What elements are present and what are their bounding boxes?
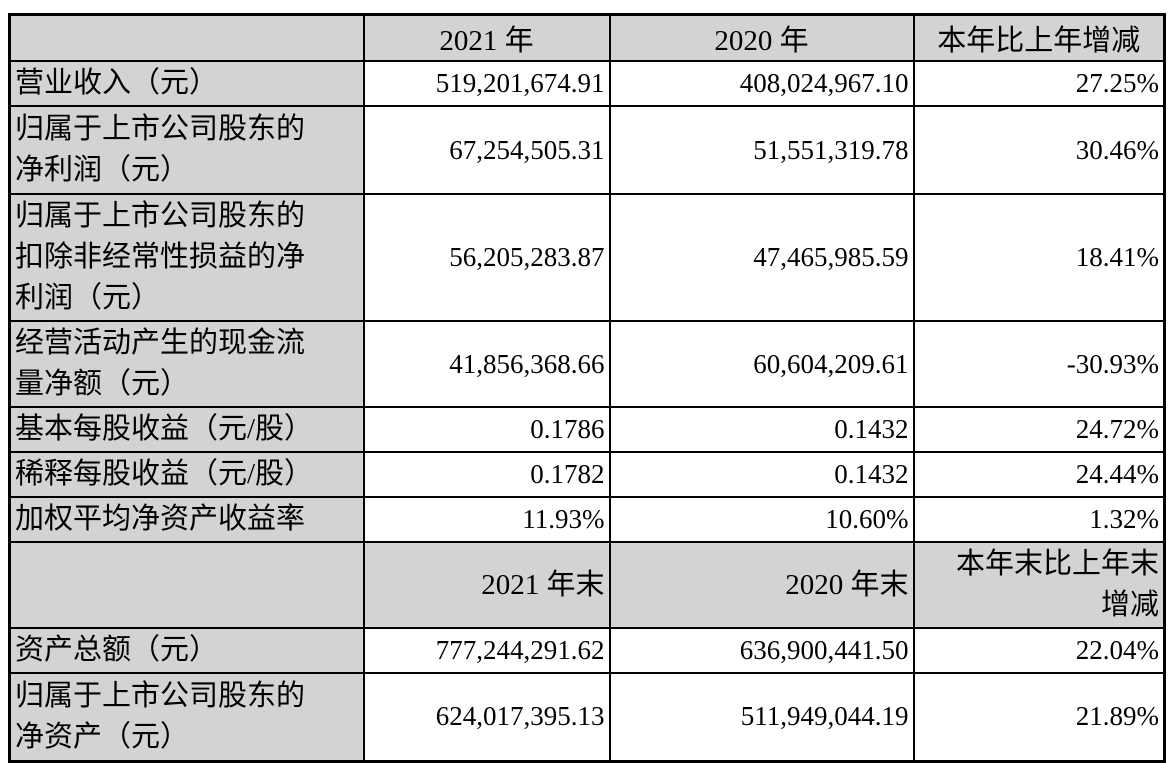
value-2021-cell: 0.1786 <box>362 406 611 453</box>
table-row: 归属于上市公司股东的 净资产（元） 624,017,395.13 511,949… <box>8 672 1166 762</box>
period-header-row: 2021 年 2020 年 本年比上年增减 <box>8 13 1166 62</box>
value-change-cell: 22.04% <box>912 627 1166 674</box>
value-2021-cell: 11.93% <box>362 496 611 543</box>
table-row: 营业收入（元） 519,201,674.91 408,024,967.10 27… <box>8 60 1166 107</box>
row-label-cell: 基本每股收益（元/股） <box>8 406 365 453</box>
value-2020-cell: 10.60% <box>608 496 915 543</box>
header-2020-cell: 2020 年 <box>608 13 915 62</box>
financial-summary-section: 2021 年 2020 年 本年比上年增减 营业收入（元） 519,201,67… <box>8 13 1166 763</box>
header-item-cell <box>8 541 365 629</box>
header-2021-yearend-cell: 2021 年末 <box>362 541 611 629</box>
table-row: 稀释每股收益（元/股） 0.1782 0.1432 24.44% <box>8 451 1166 498</box>
row-label-cell: 营业收入（元） <box>8 60 365 107</box>
value-change-cell: -30.93% <box>912 320 1166 408</box>
value-2020-cell: 408,024,967.10 <box>608 60 915 107</box>
value-2021-cell: 519,201,674.91 <box>362 60 611 107</box>
value-2020-cell: 0.1432 <box>608 451 915 498</box>
header-yearend-change-cell: 本年末比上年末 增减 <box>912 541 1166 629</box>
row-label-cell: 经营活动产生的现金流 量净额（元） <box>8 320 365 408</box>
value-2020-cell: 51,551,319.78 <box>608 105 915 195</box>
value-change-cell: 24.72% <box>912 406 1166 453</box>
row-label-cell: 归属于上市公司股东的 净利润（元） <box>8 105 365 195</box>
value-2020-cell: 511,949,044.19 <box>608 672 915 762</box>
value-change-cell: 1.32% <box>912 496 1166 543</box>
value-change-cell: 30.46% <box>912 105 1166 195</box>
value-2020-cell: 47,465,985.59 <box>608 193 915 322</box>
row-label-cell: 加权平均净资产收益率 <box>8 496 365 543</box>
value-2020-cell: 636,900,441.50 <box>608 627 915 674</box>
value-change-cell: 18.41% <box>912 193 1166 322</box>
table-row: 资产总额（元） 777,244,291.62 636,900,441.50 22… <box>8 627 1166 674</box>
value-2021-cell: 67,254,505.31 <box>362 105 611 195</box>
value-2021-cell: 41,856,368.66 <box>362 320 611 408</box>
value-2021-cell: 777,244,291.62 <box>362 627 611 674</box>
header-2021-cell: 2021 年 <box>362 13 611 62</box>
value-2021-cell: 0.1782 <box>362 451 611 498</box>
header-2020-yearend-cell: 2020 年末 <box>608 541 915 629</box>
table-row: 归属于上市公司股东的 扣除非经常性损益的净 利润（元） 56,205,283.8… <box>8 193 1166 322</box>
table-row: 加权平均净资产收益率 11.93% 10.60% 1.32% <box>8 496 1166 543</box>
table-row: 经营活动产生的现金流 量净额（元） 41,856,368.66 60,604,2… <box>8 320 1166 408</box>
row-label-cell: 资产总额（元） <box>8 627 365 674</box>
value-change-cell: 21.89% <box>912 672 1166 762</box>
header-item-cell <box>8 13 365 62</box>
table-row: 基本每股收益（元/股） 0.1786 0.1432 24.72% <box>8 406 1166 453</box>
value-2020-cell: 0.1432 <box>608 406 915 453</box>
value-2020-cell: 60,604,209.61 <box>608 320 915 408</box>
value-2021-cell: 56,205,283.87 <box>362 193 611 322</box>
value-2021-cell: 624,017,395.13 <box>362 672 611 762</box>
value-change-cell: 27.25% <box>912 60 1166 107</box>
row-label-cell: 归属于上市公司股东的 扣除非经常性损益的净 利润（元） <box>8 193 365 322</box>
header-change-cell: 本年比上年增减 <box>912 13 1166 62</box>
key-financials-table: 2021 年 2020 年 本年比上年增减 营业收入（元） 519,201,67… <box>8 13 1166 763</box>
row-label-cell: 归属于上市公司股东的 净资产（元） <box>8 672 365 762</box>
row-label-cell: 稀释每股收益（元/股） <box>8 451 365 498</box>
yearend-header-row: 2021 年末 2020 年末 本年末比上年末 增减 <box>8 541 1166 629</box>
table-row: 归属于上市公司股东的 净利润（元） 67,254,505.31 51,551,3… <box>8 105 1166 195</box>
value-change-cell: 24.44% <box>912 451 1166 498</box>
